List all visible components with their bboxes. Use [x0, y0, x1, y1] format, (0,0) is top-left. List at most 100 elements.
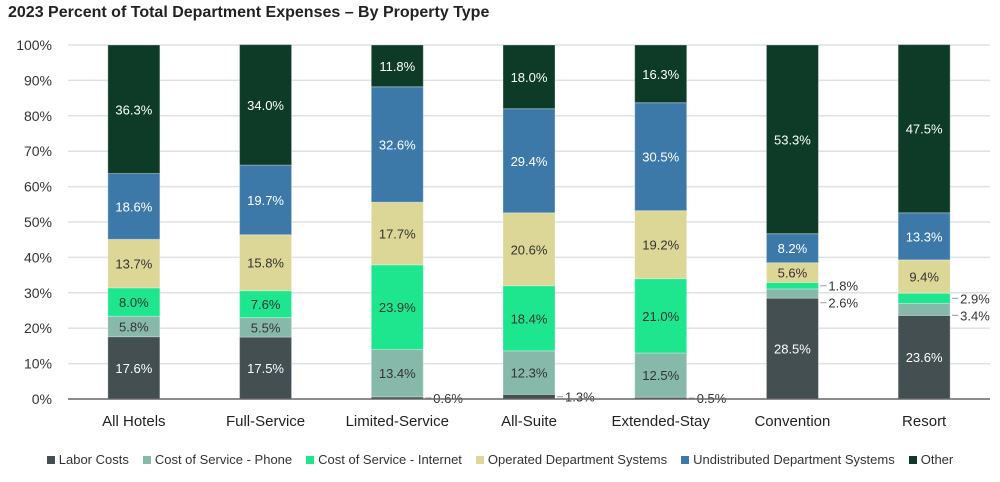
data-label: 18.6% [115, 199, 152, 214]
y-tick-label: 10% [24, 356, 52, 372]
data-label: 7.6% [251, 297, 281, 312]
x-tick-label: Full-Service [226, 413, 305, 430]
bar-segment [370, 86, 424, 203]
bar-segment [634, 210, 688, 280]
legend-swatch [681, 455, 690, 464]
data-label: 2.6% [828, 296, 858, 311]
bar-segment [107, 238, 161, 289]
y-tick-label: 100% [16, 37, 52, 53]
data-label: 16.3% [642, 67, 679, 82]
legend-item: Other [908, 452, 954, 467]
bar-segment [897, 292, 951, 304]
data-label: 32.6% [379, 137, 416, 152]
bar-segment [239, 234, 293, 292]
bar-segment [502, 285, 556, 352]
data-label: 19.2% [642, 238, 679, 253]
data-label: 23.9% [379, 300, 416, 315]
data-label: 18.0% [511, 70, 548, 85]
bar-segment [634, 44, 688, 104]
data-label: 8.2% [778, 241, 808, 256]
bar-segment [370, 201, 424, 266]
bar-segment [502, 212, 556, 287]
plot-area: 0% 10% 20% 30% 40% 50% 60% 70% 80% 90% 100% 17.6% 5.… [16, 37, 990, 430]
y-tick-label: 90% [24, 72, 52, 88]
data-label: 53.3% [774, 132, 811, 147]
bar-segment [765, 44, 819, 235]
bar-segment [370, 264, 424, 350]
bar-segment [634, 278, 688, 354]
bar-segment [107, 44, 161, 175]
bar-segment [370, 348, 424, 398]
data-label: 36.3% [115, 102, 152, 117]
y-tick-label: 0% [32, 391, 52, 407]
data-label: 20.6% [511, 242, 548, 257]
y-tick-label: 30% [24, 285, 52, 301]
legend-item: Cost of Service - Internet [306, 452, 462, 467]
legend-item: Undistributed Department Systems [681, 452, 895, 467]
legend-label: Operated Department Systems [487, 452, 668, 467]
data-label: 23.6% [906, 350, 943, 365]
bar-segment [765, 288, 819, 299]
data-label: 17.5% [247, 361, 284, 376]
legend-swatch [306, 455, 315, 464]
legend-label: Cost of Service - Internet [318, 452, 462, 467]
data-label: 1.8% [828, 279, 858, 294]
bar-segment [239, 290, 293, 319]
bar-segment [897, 259, 951, 294]
data-label: 13.7% [115, 257, 152, 272]
legend-label: Cost of Service - Phone [154, 452, 293, 467]
data-label: 30.5% [642, 150, 679, 165]
data-label: 15.8% [247, 256, 284, 271]
data-label: 17.7% [379, 227, 416, 242]
legend-swatch [475, 455, 484, 464]
x-tick-label: Extended-Stay [612, 413, 711, 430]
bar-segment [370, 44, 424, 88]
legend-item: Cost of Service - Phone [142, 452, 293, 467]
x-tick-label: All-Suite [501, 413, 557, 430]
x-tick-label: All Hotels [102, 413, 165, 430]
data-label: 34.0% [247, 98, 284, 113]
data-label: 29.4% [511, 154, 548, 169]
data-label: 13.3% [906, 229, 943, 244]
legend-swatch [142, 455, 151, 464]
bar-segment [634, 102, 688, 212]
bar-segment [765, 282, 819, 290]
legend-item: Labor Costs [46, 452, 129, 467]
chart-title: 2023 Percent of Total Department Expense… [8, 4, 490, 21]
bar-segment [897, 314, 951, 400]
bar-segment [897, 44, 951, 214]
data-label: 18.4% [511, 311, 548, 326]
y-tick-label: 70% [24, 143, 52, 159]
bar-segment [502, 44, 556, 110]
bar-segment [107, 173, 161, 240]
legend-swatch [908, 455, 917, 464]
legend-label: Undistributed Department Systems [693, 452, 895, 467]
bar-segment [107, 336, 161, 400]
data-label: 3.4% [960, 308, 990, 323]
data-label: 1.3% [565, 390, 595, 405]
data-label: 11.8% [379, 59, 415, 74]
data-label: 13.4% [379, 366, 416, 381]
y-tick-label: 20% [24, 320, 52, 336]
bar-segment [502, 108, 556, 214]
legend-item: Operated Department Systems [475, 452, 668, 467]
data-label: 28.5% [774, 342, 811, 357]
bar-segment [765, 297, 819, 400]
data-label: 17.6% [115, 361, 152, 376]
bar-segment [897, 302, 951, 316]
legend-swatch [46, 455, 55, 464]
data-label: 9.4% [909, 270, 939, 285]
y-tick-label: 60% [24, 179, 52, 195]
legend-label: Other [920, 452, 954, 467]
y-tick-label: 80% [24, 108, 52, 124]
bar-segment [502, 350, 556, 395]
data-label: 5.8% [119, 319, 149, 334]
data-label: 12.3% [511, 366, 548, 381]
data-label: 2.9% [960, 291, 990, 306]
data-label: 19.7% [247, 193, 284, 208]
x-tick-label: Resort [902, 413, 947, 430]
x-tick-label: Convention [754, 413, 830, 430]
data-label: 8.0% [119, 295, 149, 310]
data-label: 12.5% [642, 368, 679, 383]
